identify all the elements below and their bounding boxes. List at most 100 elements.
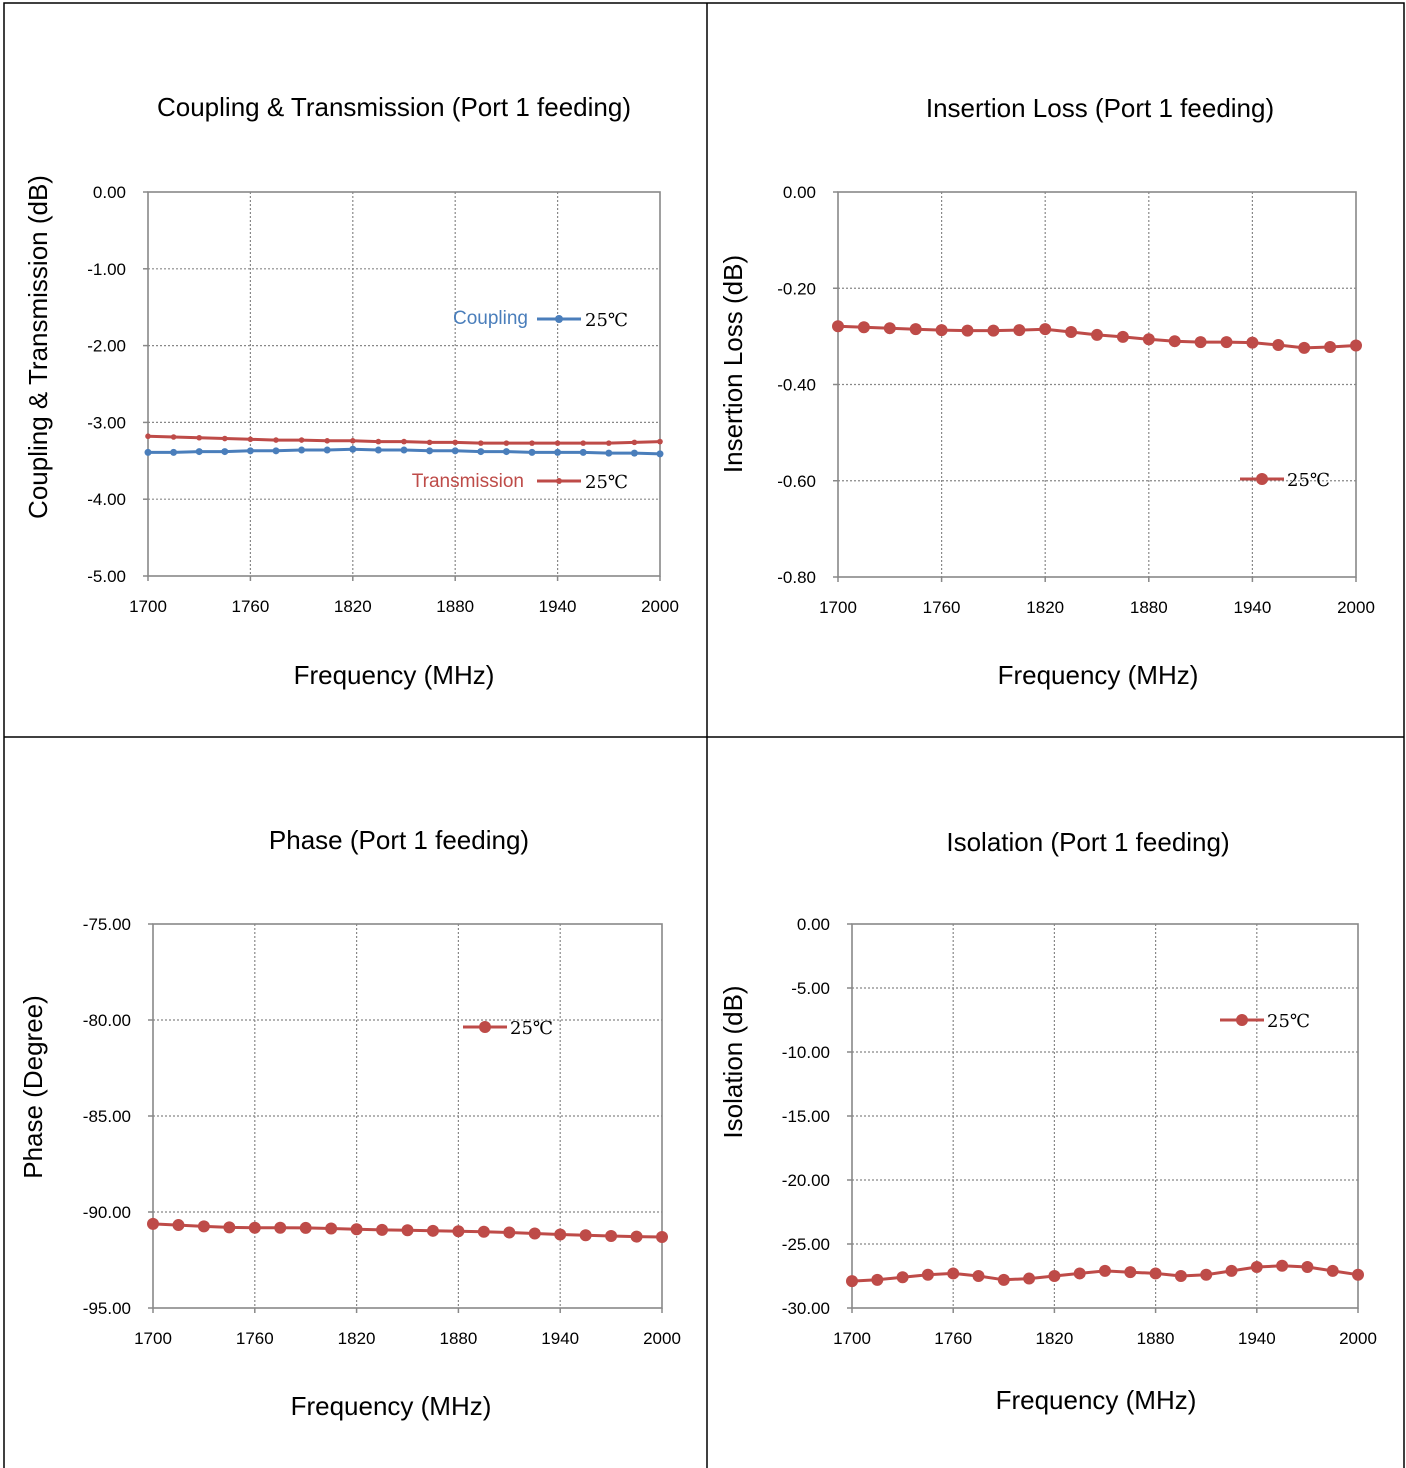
x-tick-label: 1880 (436, 597, 474, 616)
series-point (1324, 340, 1337, 353)
transmission-point (222, 435, 228, 442)
transmission-point (196, 434, 202, 441)
y-tick-label: -75.00 (83, 915, 131, 934)
series-point (172, 1219, 185, 1232)
series-point (947, 1267, 960, 1280)
y-tick-label: -1.00 (87, 260, 126, 279)
series-point (1142, 333, 1155, 346)
x-tick-label: 1940 (1233, 598, 1271, 617)
legend-transmission-marker (556, 478, 562, 484)
y-tick-label: -95.00 (83, 1299, 131, 1318)
legend-entry-25c: 25℃ (1220, 1011, 1310, 1032)
series-point (376, 1223, 389, 1236)
transmission-point (580, 440, 586, 446)
series-point (909, 323, 922, 336)
y-tick-label: -5.00 (87, 567, 126, 586)
series-point (935, 324, 948, 337)
x-tick-label: 1700 (134, 1329, 172, 1348)
series-point (401, 1224, 414, 1237)
transmission-point (324, 438, 331, 444)
series-point (1124, 1266, 1137, 1279)
coupling-point (579, 448, 587, 456)
coupling-point (630, 449, 638, 457)
x-tick-label: 1760 (934, 1329, 972, 1348)
chart-title: Phase (Port 1 feeding) (269, 825, 529, 855)
insertion-loss-chart: Insertion Loss (Port 1 feeding) Insertio… (718, 93, 1375, 690)
y-tick-label: 0.00 (797, 915, 830, 934)
series-point (1352, 1268, 1364, 1281)
y-tick-label: -10.00 (782, 1043, 830, 1062)
series-point (1220, 336, 1233, 349)
series-point (1099, 1264, 1111, 1277)
phase-chart: Phase (Port 1 feeding) Phase (Degree) Fr… (18, 825, 681, 1421)
y-tick-label: -4.00 (87, 490, 126, 509)
y-axis-label: Insertion Loss (dB) (718, 255, 748, 473)
x-tick-label: 1820 (1035, 1329, 1073, 1348)
y-tick-label: -3.00 (87, 413, 126, 432)
x-tick-label: 1880 (439, 1329, 477, 1348)
series-point (605, 1230, 618, 1242)
transmission-point (478, 440, 484, 446)
coupling-point (298, 446, 306, 454)
legend-temp: 25℃ (1287, 470, 1330, 491)
legend-temp: 25℃ (510, 1018, 553, 1039)
series-point (1149, 1267, 1162, 1280)
chart-title: Insertion Loss (Port 1 feeding) (926, 93, 1274, 123)
transmission-point (606, 440, 612, 446)
x-tick-label: 2000 (643, 1329, 681, 1348)
series-point (1174, 1270, 1187, 1282)
coupling-point (554, 448, 562, 456)
y-axis-label: Phase (Degree) (18, 995, 48, 1179)
x-tick-label: 1760 (923, 598, 961, 617)
coupling-point (272, 447, 280, 455)
series-point (1039, 323, 1052, 336)
transmission-point (170, 434, 177, 440)
y-tick-label: -30.00 (782, 1299, 830, 1318)
x-tick-label: 1700 (833, 1329, 871, 1348)
legend-marker (1236, 1014, 1248, 1026)
y-tick-label: -85.00 (83, 1107, 131, 1126)
series-point (1272, 339, 1285, 352)
transmission-point (350, 438, 356, 444)
transmission-point (401, 438, 407, 445)
x-tick-label: 1760 (231, 597, 269, 616)
coupling-point (221, 448, 229, 456)
legend-coupling-label: Coupling (453, 308, 528, 329)
series-point (299, 1221, 312, 1234)
coupling-point (605, 449, 613, 457)
transmission-point (657, 438, 663, 445)
series-point (147, 1217, 159, 1230)
legend-marker (1256, 473, 1268, 485)
legend-transmission-label: Transmission (412, 471, 524, 492)
coupling-point (451, 447, 459, 455)
series-point (223, 1221, 236, 1234)
y-tick-label: -20.00 (782, 1171, 830, 1190)
x-axis-label: Frequency (MHz) (291, 1391, 492, 1421)
outer-border (3, 2, 1405, 1468)
x-tick-label: 1760 (236, 1329, 274, 1348)
transmission-point (529, 440, 535, 446)
coupling-point (477, 448, 485, 456)
series-point (1350, 339, 1362, 352)
series-point (1276, 1259, 1289, 1272)
y-tick-label: -0.60 (777, 472, 816, 491)
transmission-point (273, 437, 279, 443)
series-point (1326, 1264, 1339, 1277)
transmission-point (503, 440, 510, 446)
series-point (1194, 336, 1207, 349)
transmission-point (452, 439, 459, 446)
coupling-point (144, 448, 152, 456)
series-point (325, 1222, 338, 1235)
series-point (554, 1228, 567, 1241)
coupling-point (528, 448, 536, 456)
y-tick-label: -25.00 (782, 1235, 830, 1254)
series-point (426, 1224, 439, 1237)
series-point (1246, 336, 1259, 349)
y-axis-label: Coupling & Transmission (dB) (23, 175, 53, 519)
series-point (503, 1226, 516, 1239)
series-point (1301, 1261, 1314, 1274)
series-point (452, 1225, 465, 1238)
series-point (656, 1230, 668, 1243)
